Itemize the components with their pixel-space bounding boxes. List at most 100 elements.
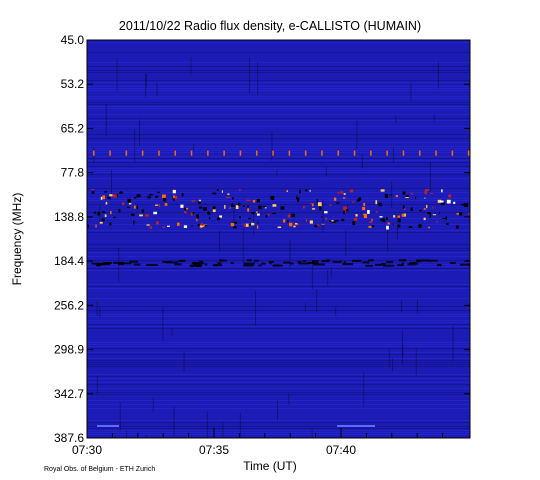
channel-streak — [87, 286, 470, 287]
burst-pixel — [389, 194, 393, 196]
dark-band-pixel — [180, 259, 186, 262]
burst-pixel — [432, 214, 437, 216]
burst-pixel — [191, 200, 196, 202]
burst-pixel — [446, 199, 451, 204]
noise-streak — [402, 344, 404, 358]
burst-pixel — [180, 204, 184, 208]
burst-pixel — [264, 207, 267, 209]
dark-band-pixel — [416, 259, 429, 262]
burst-pixel — [208, 217, 211, 220]
channel-streak — [87, 252, 470, 253]
burst-pixel — [197, 223, 200, 227]
burst-pixel — [368, 225, 372, 228]
channel-streak — [87, 358, 470, 359]
burst-pixel — [306, 218, 308, 223]
burst-pixel — [356, 199, 361, 202]
burst-pixel — [420, 224, 423, 227]
burst-pixel — [437, 199, 442, 203]
channel-streak — [87, 42, 470, 43]
channel-streak — [87, 106, 470, 107]
burst-pixel — [363, 214, 368, 219]
noise-streak — [162, 306, 164, 341]
burst-pixel — [256, 198, 260, 203]
channel-streak — [87, 90, 470, 91]
dark-band-pixel — [468, 264, 470, 267]
burst-pixel — [424, 197, 426, 199]
burst-pixel — [309, 220, 313, 224]
channel-streak — [87, 70, 470, 71]
burst-pixel — [198, 206, 203, 209]
burst-pixel — [459, 212, 463, 216]
burst-pixel — [155, 221, 159, 225]
burst-pixel — [272, 204, 277, 207]
burst-pixel — [380, 189, 385, 192]
burst-pixel — [410, 207, 413, 212]
channel-streak — [87, 156, 470, 157]
burst-pixel — [270, 195, 275, 200]
burst-pixel — [230, 223, 235, 227]
channel-streak — [87, 400, 470, 401]
noise-streak — [437, 61, 439, 89]
burst-pixel — [271, 198, 274, 201]
burst-pixel — [127, 206, 131, 208]
dark-band-pixel — [374, 263, 383, 266]
periodic-spike — [223, 150, 225, 156]
dark-band-pixel — [368, 259, 374, 262]
burst-pixel — [367, 210, 370, 214]
burst-pixel — [197, 201, 201, 204]
dark-band-pixel — [243, 262, 256, 265]
noise-streak — [126, 430, 128, 438]
channel-streak — [87, 162, 470, 163]
periodic-spike — [207, 150, 209, 156]
channel-streak — [87, 298, 470, 299]
channel-streak — [87, 376, 470, 377]
burst-pixel — [184, 211, 187, 214]
burst-pixel — [104, 214, 107, 218]
burst-pixel — [200, 222, 203, 226]
channel-streak — [87, 178, 470, 179]
burst-pixel — [159, 203, 161, 208]
channel-streak — [87, 270, 470, 271]
channel-streak — [87, 118, 470, 119]
burst-pixel — [239, 215, 241, 219]
burst-pixel — [136, 205, 138, 210]
channel-streak — [87, 310, 470, 311]
dark-band-pixel — [460, 263, 470, 266]
burst-pixel — [448, 194, 452, 198]
burst-pixel — [277, 226, 282, 229]
burst-pixel — [461, 203, 465, 206]
dark-band-pixel — [269, 262, 272, 265]
dark-band-pixel — [217, 262, 222, 265]
channel-streak — [87, 426, 470, 427]
burst-pixel — [154, 204, 159, 206]
burst-pixel — [355, 214, 358, 217]
channel-streak — [87, 360, 470, 361]
channel-streak — [87, 308, 470, 309]
dark-band-pixel — [409, 261, 417, 264]
burst-pixel — [121, 202, 125, 205]
noise-streak — [388, 349, 390, 367]
y-tick-label: 387.6 — [54, 431, 84, 445]
dark-band-pixel — [332, 260, 342, 263]
burst-pixel — [363, 202, 366, 207]
channel-streak — [87, 136, 470, 137]
noise-streak — [219, 230, 221, 252]
burst-pixel — [395, 194, 398, 198]
dark-band-pixel — [199, 260, 204, 263]
channel-streak — [87, 348, 470, 349]
y-tick-label: 138.8 — [54, 210, 84, 224]
channel-streak — [87, 388, 470, 389]
channel-streak — [87, 204, 470, 205]
burst-pixel — [130, 213, 135, 216]
channel-streak — [87, 88, 470, 89]
dark-band-pixel — [313, 263, 325, 266]
noise-streak — [395, 115, 397, 124]
burst-pixel — [136, 194, 141, 198]
burst-pixel — [311, 208, 316, 210]
noise-streak — [239, 413, 241, 438]
burst-pixel — [141, 209, 145, 213]
burst-pixel — [335, 202, 340, 204]
channel-streak — [87, 414, 470, 415]
burst-pixel — [310, 203, 313, 205]
channel-streak — [87, 52, 470, 53]
